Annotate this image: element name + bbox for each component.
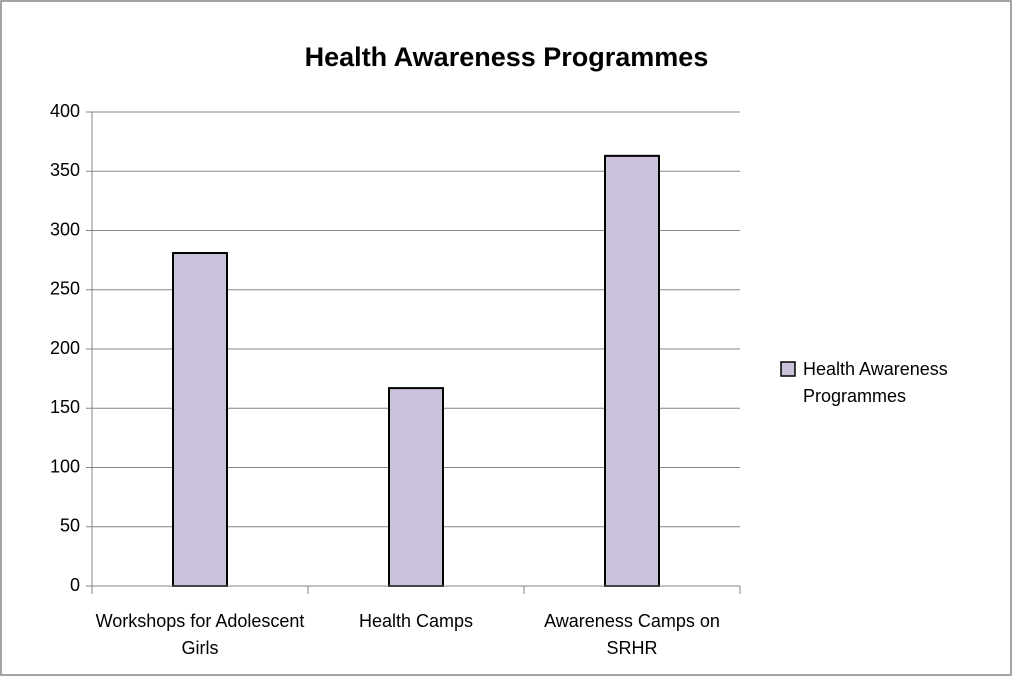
y-tick-label: 150 (50, 397, 80, 417)
y-tick-label: 200 (50, 338, 80, 358)
y-tick-label: 50 (60, 516, 80, 536)
y-tick-label: 100 (50, 456, 80, 476)
legend-swatch (780, 361, 796, 377)
bar (604, 154, 660, 587)
bar (388, 387, 444, 588)
x-tick-label: Workshops for Adolescent Girls (95, 611, 305, 658)
bar (172, 252, 228, 587)
y-tick-label: 300 (50, 219, 80, 239)
chart-title: Health Awareness Programmes (304, 42, 709, 72)
y-tick-label: 350 (50, 160, 80, 180)
x-tick-label: Health Camps (358, 611, 474, 631)
y-tick-label: 250 (50, 279, 80, 299)
y-tick-label: 400 (50, 101, 80, 121)
y-tick-label: 0 (70, 575, 80, 595)
legend-label: Health Awareness Programmes (803, 359, 948, 406)
x-tick-label: Awareness Camps on SRHR (544, 611, 720, 658)
